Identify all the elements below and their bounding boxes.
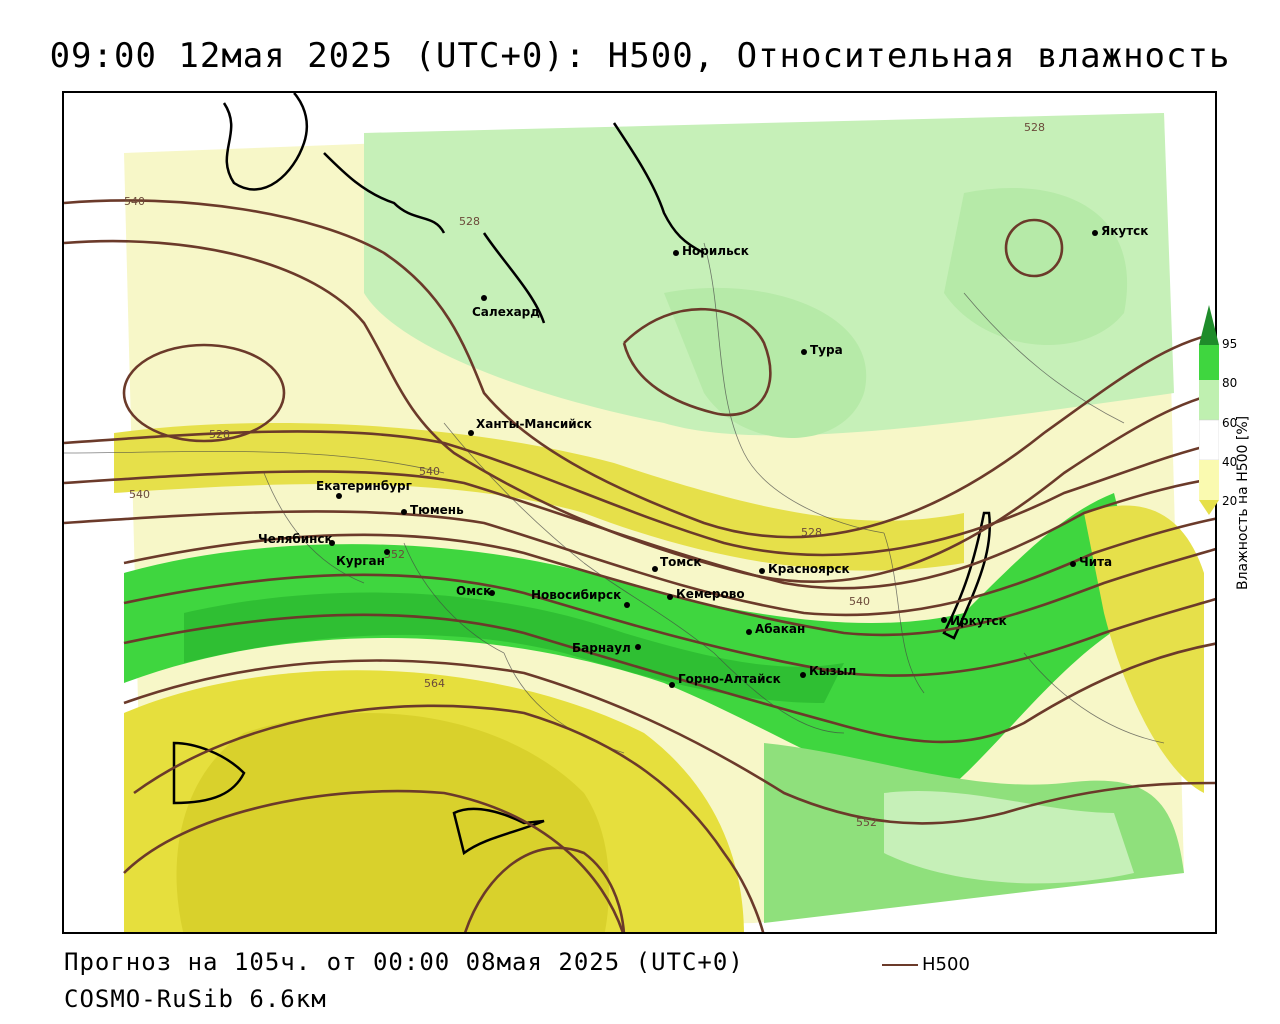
colorbar-tick: 40 — [1222, 455, 1238, 469]
city-label[interactable]: Омск — [456, 584, 491, 598]
city-label[interactable]: Челябинск — [258, 532, 333, 546]
city-marker — [635, 644, 641, 650]
city-label[interactable]: Красноярск — [768, 562, 850, 576]
city-label[interactable]: Иркутск — [950, 614, 1007, 628]
colorbar-tick: 80 — [1222, 376, 1238, 390]
city-marker — [329, 540, 335, 546]
city-label[interactable]: Тюмень — [410, 503, 464, 517]
h500-legend-line — [882, 964, 918, 966]
city-label[interactable]: Барнаул — [572, 641, 631, 655]
city-marker — [673, 250, 679, 256]
city-marker — [624, 602, 630, 608]
city-label[interactable]: Абакан — [755, 622, 805, 636]
city-marker — [759, 568, 765, 574]
contour-label: 564 — [424, 677, 445, 690]
city-label[interactable]: Томск — [660, 555, 702, 569]
contour-label: 540 — [419, 465, 440, 478]
humidity-map: 540 528 528 528 540 540 528 540 552 564 … — [64, 93, 1215, 932]
colorbar-tick: 60 — [1222, 416, 1238, 430]
city-marker — [489, 590, 495, 596]
city-marker — [941, 617, 947, 623]
city-marker — [669, 682, 675, 688]
city-label[interactable]: Горно-Алтайск — [678, 672, 781, 686]
map-panel[interactable]: 540 528 528 528 540 540 528 540 552 564 … — [62, 91, 1217, 934]
contour-label: 540 — [124, 195, 145, 208]
city-marker — [1092, 230, 1098, 236]
city-marker — [336, 493, 342, 499]
city-marker — [1070, 561, 1076, 567]
city-label[interactable]: Курган — [336, 554, 385, 568]
city-label[interactable]: Тура — [810, 343, 843, 357]
h500-legend-label: H500 — [922, 954, 970, 975]
contour-label: 552 — [856, 816, 877, 829]
contour-label: 528 — [209, 428, 230, 441]
contour-label: 528 — [1024, 121, 1045, 134]
city-label[interactable]: Кемерово — [676, 587, 745, 601]
city-marker — [401, 509, 407, 515]
model-name: COSMO-RuSib 6.6км — [64, 985, 327, 1013]
city-marker — [801, 349, 807, 355]
city-marker — [481, 295, 487, 301]
city-label[interactable]: Чита — [1079, 555, 1112, 569]
city-label[interactable]: Екатеринбург — [316, 479, 412, 493]
colorbar-title: Влажность на H500 [%] — [1235, 415, 1251, 590]
city-marker — [746, 629, 752, 635]
contour-label: 528 — [801, 526, 822, 539]
contour-label: 540 — [849, 595, 870, 608]
city-label[interactable]: Кызыл — [809, 664, 856, 678]
contour-label: 528 — [459, 215, 480, 228]
colorbar-tick: 95 — [1222, 337, 1238, 351]
city-label[interactable]: Салехард — [472, 305, 540, 319]
colorbar-tick: 20 — [1222, 494, 1238, 508]
contour-label: 540 — [129, 488, 150, 501]
city-marker — [468, 430, 474, 436]
city-label[interactable]: Новосибирск — [531, 588, 621, 602]
city-marker — [667, 594, 673, 600]
city-label[interactable]: Норильск — [682, 244, 749, 258]
city-marker — [384, 549, 390, 555]
city-label[interactable]: Ханты-Мансийск — [476, 417, 592, 431]
map-title: 09:00 12мая 2025 (UTC+0): H500, Относите… — [49, 36, 1231, 76]
city-marker — [652, 566, 658, 572]
city-marker — [800, 672, 806, 678]
humidity-colorbar — [1199, 305, 1219, 515]
forecast-info: Прогноз на 105ч. от 00:00 08мая 2025 (UT… — [64, 948, 744, 976]
city-group: Салехард Норильск Якутск Тура Ханты-Манс… — [258, 224, 1148, 688]
contour-label-group: 540 528 528 528 540 540 528 540 552 564 … — [124, 121, 1045, 829]
city-label[interactable]: Якутск — [1101, 224, 1148, 238]
